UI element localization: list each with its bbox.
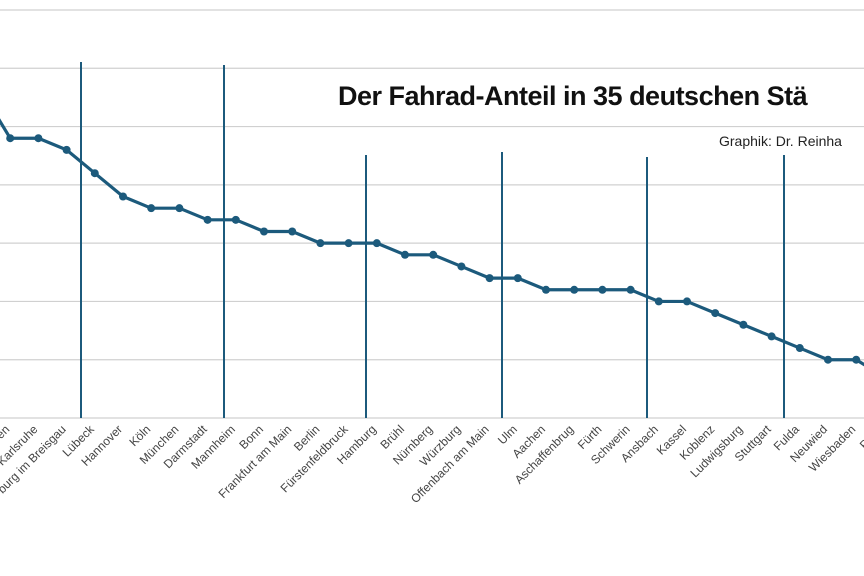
data-point (401, 250, 409, 259)
data-point (90, 169, 99, 178)
x-tick-label: Pforz (857, 422, 864, 452)
data-point (231, 215, 240, 224)
data-point (119, 192, 127, 201)
data-point (288, 227, 297, 236)
data-point (654, 297, 663, 306)
data-point (372, 239, 381, 248)
data-point (203, 215, 212, 224)
data-point (824, 355, 832, 364)
data-point (795, 344, 804, 353)
data-point (485, 274, 494, 283)
data-point (175, 204, 184, 213)
data-point (34, 134, 43, 143)
data-point (598, 285, 607, 294)
data-point (852, 355, 861, 364)
data-point (316, 239, 325, 248)
data-point (570, 285, 579, 294)
chart-title: Der Fahrad-Anteil in 35 deutschen Stä (338, 81, 809, 111)
separators (80, 62, 785, 418)
data-point (260, 227, 268, 236)
data-point (6, 134, 15, 143)
data-point (513, 274, 522, 283)
data-point (542, 285, 550, 294)
data-point (457, 262, 466, 271)
data-point (767, 332, 776, 341)
data-point (429, 250, 438, 259)
data-point (683, 297, 691, 306)
data-point (626, 285, 635, 294)
data-point (62, 145, 71, 154)
data-point (739, 320, 748, 329)
data-point (344, 239, 353, 248)
data-point (147, 204, 156, 213)
data-point (711, 309, 720, 318)
chart-subtitle: Graphik: Dr. Reinha (719, 133, 842, 149)
